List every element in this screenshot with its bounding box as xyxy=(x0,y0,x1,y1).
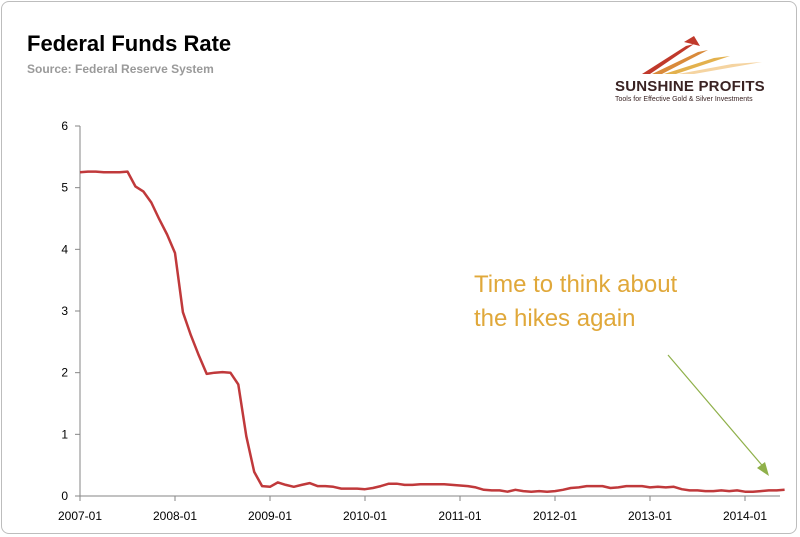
annotation-text: Time to think about the hikes again xyxy=(474,268,677,336)
x-tick-label: 2008-01 xyxy=(153,509,197,523)
y-tick-label: 4 xyxy=(61,242,68,256)
annotation-arrow-icon xyxy=(667,354,769,476)
annotation-line-1: Time to think about xyxy=(474,271,678,298)
x-tick-label: 2013-01 xyxy=(628,509,672,523)
x-tick-label: 2007-01 xyxy=(58,509,102,523)
x-tick-label: 2009-01 xyxy=(248,509,292,523)
x-tick-label: 2011-01 xyxy=(438,509,481,523)
arrow-shaft xyxy=(667,354,767,471)
arrow-head xyxy=(757,462,769,476)
series-line xyxy=(79,170,785,493)
sunshine-profits-logo-icon xyxy=(642,36,762,74)
annotation-line-2: the hikes again xyxy=(474,305,636,332)
chart-subtitle: Source: Federal Reserve System xyxy=(27,62,214,76)
logo-name: SUNSHINE PROFITS xyxy=(615,78,765,95)
y-tick-label: 6 xyxy=(61,119,68,133)
y-tick-label: 3 xyxy=(61,304,68,318)
chart-title: Federal Funds Rate xyxy=(27,31,232,56)
y-tick-label: 0 xyxy=(61,489,68,503)
x-tick-label: 2014-01 xyxy=(723,509,767,523)
logo-tagline: Tools for Effective Gold & Silver Invest… xyxy=(615,96,753,103)
x-tick-label: 2012-01 xyxy=(533,509,577,523)
y-tick-label: 1 xyxy=(61,427,68,441)
x-tick-label: 2010-01 xyxy=(343,509,387,523)
chart-series xyxy=(79,170,785,493)
y-tick-label: 5 xyxy=(61,181,68,195)
chart-axes: 0 1 2 3 4 5 6 2007-01 2008-01 2009-01 2010-01 2011-… xyxy=(58,119,780,523)
y-tick-label: 2 xyxy=(61,366,68,380)
